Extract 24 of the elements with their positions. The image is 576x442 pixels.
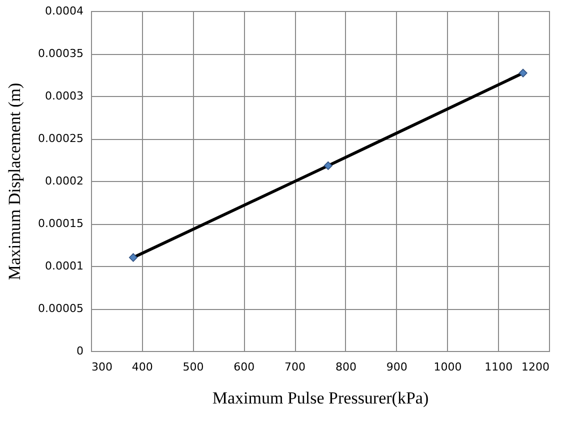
y-tick-label: 0.0002 (45, 174, 84, 188)
x-tick-label: 300 (92, 360, 112, 374)
y-tick-label: 0 (76, 344, 84, 358)
y-tick-label: 0.00025 (38, 132, 84, 145)
x-tick-label: 700 (284, 360, 306, 374)
y-tick-label: 0.00015 (38, 217, 84, 230)
x-tick-label: 900 (386, 360, 408, 374)
y-tick-label: 0.0001 (45, 260, 84, 272)
x-tick-label: 600 (234, 360, 255, 374)
x-axis-title: Maximum Pulse Pressurer(kPa) (212, 388, 429, 408)
y-tick-label: 0.00005 (38, 302, 84, 315)
y-tick-label: 0.00035 (38, 47, 84, 60)
y-tick-label: 0.0003 (45, 90, 84, 102)
y-axis-title: Maximum Displacement (m) (5, 82, 24, 280)
x-tick-label: 1000 (434, 360, 462, 374)
x-tick-label: 1200 (522, 360, 550, 374)
y-tick-label: 0.0004 (45, 4, 84, 18)
x-tick-label: 400 (132, 360, 153, 374)
x-tick-label: 1100 (484, 360, 513, 374)
point (324, 161, 332, 170)
point (128, 253, 138, 262)
x-tick-label: 500 (182, 360, 204, 374)
point (518, 68, 528, 78)
x-tick-label: 800 (335, 360, 356, 374)
